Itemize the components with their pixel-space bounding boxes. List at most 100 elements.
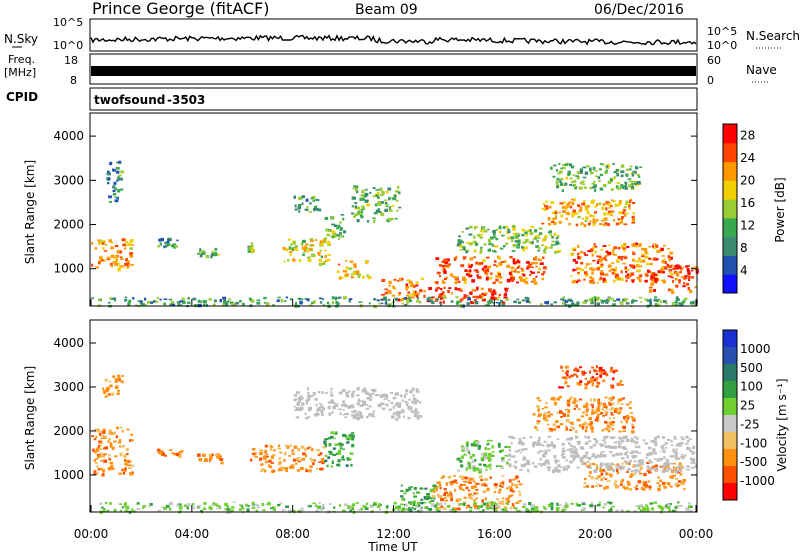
data-cell [569,448,573,451]
data-cell [323,442,327,445]
data-cell [605,207,608,211]
data-cell [310,253,315,257]
data-cell [354,202,358,204]
data-cell [661,266,665,269]
data-cell [640,301,643,303]
data-cell [626,480,630,483]
data-cell [451,508,454,511]
data-cell [464,295,469,298]
data-cell [627,417,630,420]
data-cell [442,265,445,267]
data-cell [674,482,677,486]
data-cell [660,458,664,461]
data-cell [607,251,611,256]
colorbar-tick-label: 16 [740,196,755,210]
data-cell [630,439,635,443]
data-cell [196,253,200,255]
data-cell [239,300,242,303]
data-cell [556,460,560,462]
data-cell [596,365,599,369]
data-cell [558,504,562,507]
data-cell [588,423,593,427]
data-cell [416,292,420,295]
data-cell [648,453,652,456]
data-cell [101,506,104,509]
data-cell [511,239,514,243]
data-cell [416,501,421,505]
data-cell [536,420,541,422]
data-cell [325,438,329,441]
data-cell [689,301,693,305]
data-cell [631,180,636,183]
data-cell [562,447,565,450]
data-cell [319,249,322,252]
data-cell [356,219,360,223]
data-cell [114,386,119,389]
data-cell [672,267,676,270]
data-cell [613,246,617,250]
data-cell [336,227,340,230]
data-cell [179,510,182,513]
data-cell [584,254,589,256]
data-cell [628,407,632,409]
data-cell [586,423,590,425]
data-cell [439,301,442,304]
data-cell [110,443,113,446]
colorbar-tick-label: 8 [740,241,748,255]
data-cell [548,503,551,508]
data-cell [566,465,570,469]
data-cell [536,405,540,408]
data-cell [412,501,417,504]
data-cell [507,500,510,503]
data-cell [580,261,584,265]
data-cell [619,301,623,304]
data-cell [565,468,569,471]
data-cell [480,298,484,300]
data-cell [524,463,527,466]
data-cell [538,267,541,271]
data-cell [583,422,588,424]
data-cell [457,469,461,472]
data-cell [288,509,292,513]
data-cell [468,274,473,278]
data-cell [382,191,385,195]
data-cell [495,504,500,508]
data-cell [331,402,336,404]
data-cell [560,466,563,468]
data-cell [400,490,404,492]
data-cell [611,271,615,275]
data-cell [514,450,519,453]
data-cell [683,488,686,491]
data-cell [443,502,447,505]
colorbar-tick-label: -1000 [740,474,775,488]
data-cell [468,272,471,275]
data-cell [654,441,658,445]
data-cell [583,186,587,189]
data-cell [566,448,571,451]
data-cell [392,285,395,289]
data-cell [509,256,513,259]
data-cell [638,470,641,473]
data-cell [130,264,134,266]
data-cell [384,208,388,213]
data-cell [303,448,307,451]
data-cell [291,259,295,261]
data-cell [380,212,385,217]
data-cell [269,445,274,448]
data-cell [617,402,620,405]
data-cell [442,268,446,272]
data-cell [625,461,630,465]
data-cell [465,469,468,471]
data-cell [590,377,593,381]
data-cell [650,439,655,443]
data-cell [535,245,539,248]
data-cell [631,417,636,421]
data-cell [109,384,113,388]
data-cell [377,201,381,205]
data-cell [573,404,577,408]
data-cell [319,467,323,470]
data-cell [665,458,669,461]
data-cell [617,408,622,412]
data-cell [306,250,309,253]
data-cell [576,441,580,444]
